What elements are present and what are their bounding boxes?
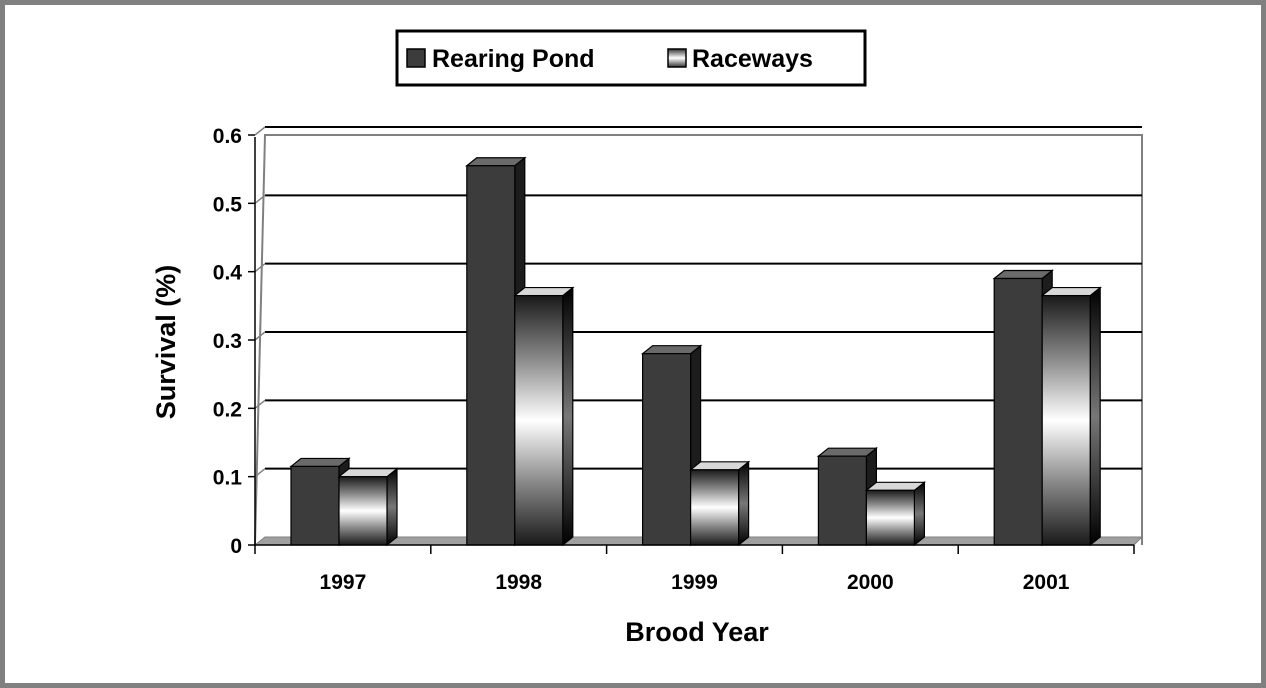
y-axis-label: Survival (%) — [151, 265, 181, 420]
bar — [993, 277, 1043, 546]
plot-wall-border — [254, 134, 1143, 546]
bar-top — [465, 157, 527, 167]
legend-box — [395, 29, 867, 87]
axes: 0 0.1 0.2 0.3 0.4 0.5 0.6 1997 1998 1999 2000 2001 — [213, 125, 1135, 594]
bar — [1041, 294, 1091, 546]
bar — [689, 469, 740, 546]
gridline-wall-edge — [254, 194, 266, 204]
bar — [466, 165, 516, 546]
bar-top — [640, 345, 703, 355]
x-tick-label: 2001 — [1023, 571, 1070, 594]
gridline-wall-edge — [254, 468, 266, 478]
bar-side — [386, 467, 398, 547]
gridline-wall-edge — [254, 126, 266, 136]
bar-top — [992, 269, 1054, 280]
y-tick-label: 0 — [230, 535, 242, 558]
bar — [290, 465, 340, 546]
x-axis-label: Brood Year — [625, 617, 769, 647]
legend-swatch-rearing-pond — [406, 48, 426, 68]
bar — [338, 476, 388, 546]
bar-side — [913, 481, 926, 547]
bar-top — [688, 461, 751, 471]
bar-side — [1089, 286, 1101, 547]
x-tick-label: 1997 — [320, 571, 367, 594]
bar — [641, 353, 692, 546]
y-tick-label: 0.3 — [213, 330, 242, 353]
x-tick-label: 1999 — [671, 571, 718, 594]
y-tick-label: 0.1 — [213, 467, 243, 490]
y-tick-label: 0.5 — [213, 193, 243, 216]
y-tick-label: 0.4 — [213, 262, 243, 285]
bar-top — [864, 481, 927, 491]
bar — [514, 294, 564, 546]
gridline-wall-edge — [254, 263, 266, 273]
legend: Rearing Pond Raceways — [395, 29, 867, 87]
bars — [289, 156, 1102, 547]
x-tick-label: 2000 — [847, 571, 894, 594]
y-tick-label: 0.6 — [213, 125, 242, 148]
gridline-wall-edge — [254, 331, 266, 341]
bar-top — [337, 468, 399, 478]
x-tick-label: 1998 — [495, 571, 542, 594]
bar-top — [289, 457, 351, 468]
gridline-wall-edge — [254, 399, 266, 409]
legend-label-rearing-pond: Rearing Pond — [432, 45, 595, 73]
bar-top — [513, 286, 575, 297]
y-tick-label: 0.2 — [213, 398, 242, 421]
bar-side — [737, 460, 750, 547]
bar — [865, 489, 916, 546]
legend-swatch-raceways — [667, 48, 687, 68]
bar-top — [1040, 286, 1102, 297]
bar-top — [816, 447, 879, 457]
legend-label-raceways: Raceways — [692, 45, 813, 73]
bar — [817, 455, 868, 546]
bar-side — [562, 286, 574, 547]
